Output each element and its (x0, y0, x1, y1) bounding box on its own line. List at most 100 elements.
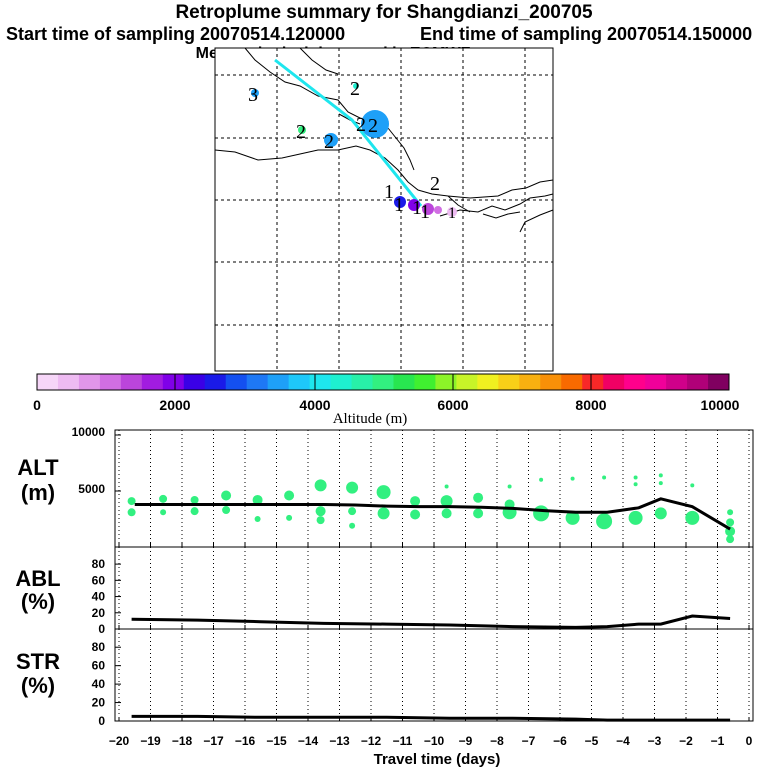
colorbar-swatch (99, 374, 122, 390)
series-line (131, 714, 731, 722)
map-label: 1 (412, 197, 422, 219)
centroid-marker (394, 196, 406, 208)
panel-1-plot: 80 60 40 20 0 (92, 547, 750, 636)
altitude-scatter-point (726, 535, 735, 544)
panel-0-plot (115, 430, 750, 547)
altitude-scatter-point (222, 506, 231, 515)
altitude-scatter-point (727, 509, 734, 516)
colorbar-swatch (414, 374, 436, 390)
altitude-scatter-point (633, 475, 638, 480)
plume-centroids (251, 83, 457, 217)
x-axis-label: Travel time (days) (374, 751, 501, 768)
colorbar-swatch (540, 374, 562, 390)
series-line (131, 614, 731, 629)
colorbar-swatch (288, 374, 311, 390)
centroid-marker (434, 206, 442, 214)
map-label: 1 (394, 194, 404, 216)
altitude-scatter-point (349, 522, 356, 529)
x-tick-label: −9 (459, 734, 473, 748)
y-tick-label: 40 (92, 677, 106, 691)
altitude-scatter-point (376, 485, 391, 500)
altitude-scatter-point (685, 510, 700, 525)
x-tick-label: −8 (490, 734, 504, 748)
colorbar-ticks: 0 2000 4000 6000 8000 10000 (33, 397, 740, 413)
colorbar-swatch (78, 374, 101, 390)
alt-ytick: 10000 (72, 425, 106, 439)
colorbar-swatch (687, 374, 709, 390)
altitude-scatter-point (348, 507, 357, 516)
colorbar-swatch (519, 374, 541, 390)
y-tick-label: 60 (92, 659, 106, 673)
str-ylabel-1: STR (16, 649, 60, 674)
map-label: 2 (324, 131, 334, 153)
colorbar-swatch (708, 374, 730, 390)
altitude-scatter-point (190, 495, 199, 504)
y-tick-label: 0 (98, 622, 105, 636)
centroid-marker (298, 126, 306, 134)
altitude-scatter-point (284, 490, 295, 501)
map-label: 2 (356, 114, 366, 136)
colorbar-swatch (477, 374, 499, 390)
altitude-scatter-point (314, 479, 327, 492)
altitude-scatter-point (539, 477, 544, 482)
x-tick-label: −17 (203, 734, 224, 748)
colorbar-tick: 10000 (701, 397, 740, 413)
series-line (134, 497, 731, 531)
altitude-scatter-point (658, 473, 663, 478)
colorbar-tick: 4000 (299, 397, 330, 413)
x-tick-label: −6 (553, 734, 567, 748)
y-tick-label: 20 (92, 696, 106, 710)
altitude-scatter-point (190, 507, 199, 516)
x-tick-label: −3 (648, 734, 662, 748)
x-tick-label: −2 (679, 734, 693, 748)
x-tick-label: −7 (522, 734, 536, 748)
map-label: 1 (384, 181, 394, 203)
colorbar-tick: 0 (33, 397, 41, 413)
centroid-marker (361, 110, 389, 138)
altitude-scatter-point (565, 510, 580, 525)
colorbar-swatch (372, 374, 394, 390)
map-panel: 3 2 2 2 2 2 1 1 1 2 1 1 (214, 47, 554, 372)
altitude-scatter-point (254, 516, 261, 522)
alt-ylabel-2: (m) (21, 480, 55, 505)
colorbar-swatch (561, 374, 583, 390)
altitude-scatter-point (159, 494, 168, 503)
colorbar-swatch (435, 374, 457, 390)
altitude-scatter-point (252, 494, 263, 505)
altitude-scatter-point (628, 510, 643, 525)
x-tick-label: −20 (109, 734, 130, 748)
panel-str: STR (%) (16, 628, 754, 722)
x-tick-label: −4 (616, 734, 630, 748)
altitude-scatter-point (286, 514, 293, 521)
altitude-scatter-point (440, 495, 453, 508)
plot-layer: 80 60 40 20 0 80 60 40 20 0 (92, 430, 750, 728)
altitude-scatter-point (473, 508, 484, 519)
colorbar-swatch (393, 374, 415, 390)
x-tick-label: −15 (266, 734, 287, 748)
abl-ylabel-1: ABL (15, 566, 60, 591)
colorbar-swatch (603, 374, 625, 390)
centroid-marker (324, 133, 338, 147)
altitude-scatter-point (377, 507, 390, 520)
alt-ytick: 5000 (78, 482, 105, 496)
colorbar-label: Altitude (m) (333, 411, 408, 427)
altitude-scatter-point (602, 475, 607, 480)
colorbar-swatch (456, 374, 478, 390)
altitude-scatter-point (441, 508, 452, 519)
y-tick-label: 0 (98, 714, 105, 728)
colorbar-swatch (498, 374, 520, 390)
colorbar-swatch (267, 374, 290, 390)
x-tick-label: −13 (329, 734, 350, 748)
altitude-scatter-point (346, 481, 359, 494)
map-label: 1 (448, 205, 456, 222)
altitude-scatter-point (658, 481, 663, 486)
y-tick-label: 40 (92, 590, 106, 604)
centroid-marker (447, 207, 457, 217)
plume-trajectory-line (274, 58, 423, 207)
altitude-scatter-point (127, 497, 136, 506)
x-tick-label: −14 (298, 734, 319, 748)
colorbar-swatch (351, 374, 374, 390)
chart-title: Retroplume summary for Shangdianzi_20070… (175, 2, 593, 23)
colorbar-swatch (309, 374, 332, 390)
